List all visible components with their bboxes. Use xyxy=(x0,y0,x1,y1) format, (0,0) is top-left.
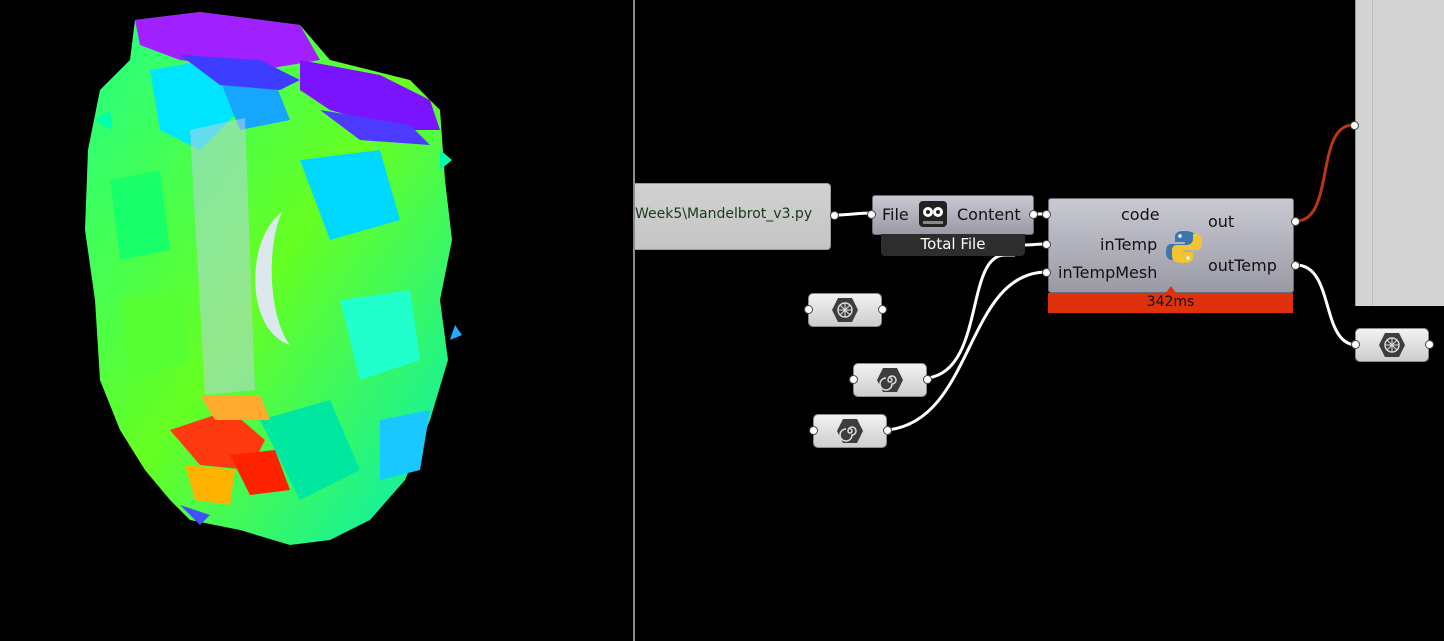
spiral-icon xyxy=(877,368,903,392)
spiral-param-2-output-grip[interactable] xyxy=(883,426,892,435)
wire-outtemp-to-mesh[interactable] xyxy=(1295,263,1358,347)
read-file-component[interactable]: File Content xyxy=(872,195,1034,235)
input-code-label: code xyxy=(1121,205,1160,224)
input-intemp-label: inTemp xyxy=(1100,235,1158,254)
spiral-param-2-input-grip[interactable] xyxy=(809,426,818,435)
intemp-input-grip[interactable] xyxy=(1042,240,1051,249)
input-intempmesh-label: inTempMesh xyxy=(1058,263,1158,282)
rhino-viewport[interactable] xyxy=(0,0,633,641)
mandelbrot-mesh-render xyxy=(85,12,462,545)
viewport-splitter[interactable] xyxy=(633,0,635,641)
mesh-output-input-grip[interactable] xyxy=(1351,340,1360,349)
spiral-param-1-output-grip[interactable] xyxy=(923,375,932,384)
output-outtemp-label: outTemp xyxy=(1208,256,1277,275)
code-input-grip[interactable] xyxy=(1042,210,1051,219)
output-panel-input-grip[interactable] xyxy=(1350,121,1359,130)
output-out-label: out xyxy=(1208,212,1235,231)
content-output-label: Content xyxy=(957,205,1021,224)
spiral-param-1-input-grip[interactable] xyxy=(849,375,858,384)
panel-output-grip[interactable] xyxy=(830,211,839,220)
output-panel[interactable] xyxy=(1355,0,1444,306)
mesh-icon xyxy=(1379,333,1405,357)
file-mode-tag[interactable]: Total File xyxy=(881,234,1025,256)
mesh-param-output-grip[interactable] xyxy=(878,305,887,314)
runtime-bar: 342ms xyxy=(1048,293,1293,313)
runtime-indicator-arrow xyxy=(1165,286,1177,294)
content-output-grip[interactable] xyxy=(1029,210,1038,219)
outtemp-output-grip[interactable] xyxy=(1291,261,1300,270)
mesh-param-input-grip[interactable] xyxy=(804,305,813,314)
wire-out-to-panel[interactable] xyxy=(1295,123,1354,223)
file-path-text: Week5\Mandelbrot_v3.py xyxy=(635,206,813,222)
file-input-label: File xyxy=(882,205,909,224)
mesh-output-output-grip[interactable] xyxy=(1425,340,1434,349)
file-path-panel[interactable]: Week5\Mandelbrot_v3.py xyxy=(635,183,831,250)
mesh-param-floating[interactable] xyxy=(808,293,882,327)
mesh-param-output[interactable] xyxy=(1355,328,1429,362)
python-component[interactable]: code inTemp inTempMesh out outTemp xyxy=(1048,198,1294,293)
spiral-param-1[interactable] xyxy=(853,363,927,397)
spiral-icon xyxy=(837,419,863,443)
intempmesh-input-grip[interactable] xyxy=(1042,268,1051,277)
wires-layer xyxy=(835,123,1358,432)
python-icon xyxy=(1165,229,1203,265)
file-input-grip[interactable] xyxy=(867,210,876,219)
wire-spiral-to-intempmesh[interactable] xyxy=(887,270,1048,432)
wire-spiral-to-intemp[interactable] xyxy=(927,253,1015,380)
spiral-param-2[interactable] xyxy=(813,414,887,448)
mesh-icon xyxy=(832,298,858,322)
out-output-grip[interactable] xyxy=(1291,217,1300,226)
read-file-icon xyxy=(919,201,947,227)
grasshopper-canvas[interactable]: Week5\Mandelbrot_v3.py File Content Tota… xyxy=(635,0,1444,641)
